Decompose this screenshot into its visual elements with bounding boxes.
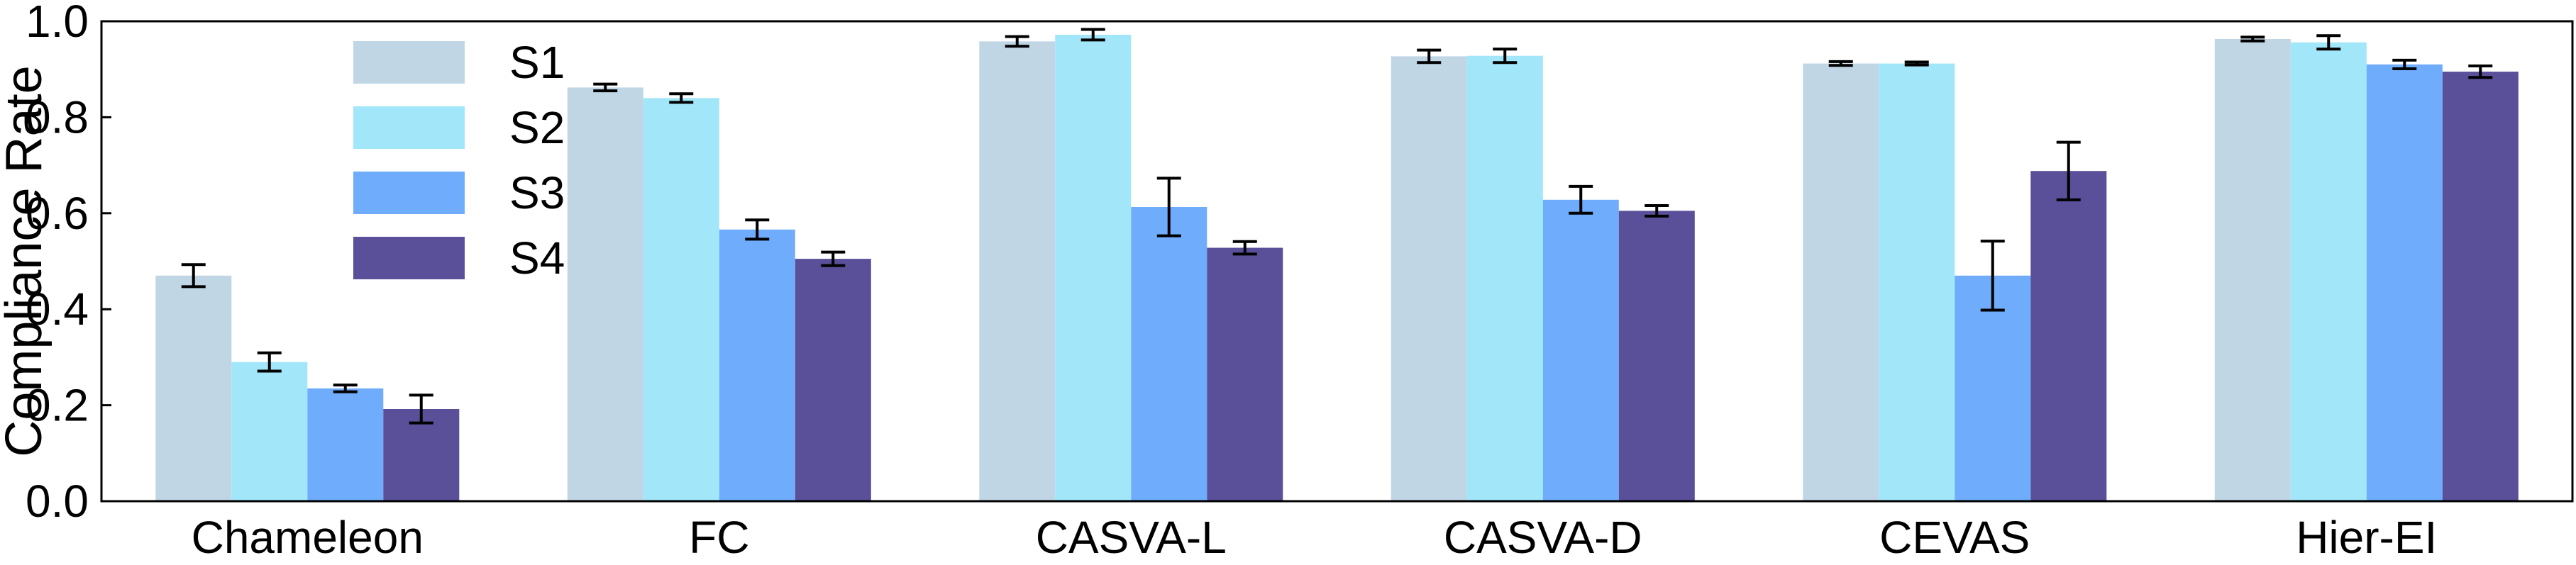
legend-swatch xyxy=(353,106,465,149)
error-bar-s2-casva-d xyxy=(1493,47,1518,65)
error-bar-s4-casva-l xyxy=(1232,240,1257,256)
bar-s4-cevas xyxy=(2030,171,2107,501)
bar-s3-fc xyxy=(719,229,795,501)
bar-s3-casva-l xyxy=(1131,207,1207,501)
x-tick-label-chameleon: Chameleon xyxy=(192,512,424,563)
bar-s2-hier-ei xyxy=(2290,42,2367,502)
bar-s1-casva-l xyxy=(979,41,1056,501)
legend-item-s3: S3 xyxy=(353,167,565,218)
error-bar-s4-chameleon xyxy=(409,393,433,425)
bar-s3-cevas xyxy=(1955,275,2031,501)
error-bar-s1-cevas xyxy=(1828,60,1853,67)
y-tick-label: 0.6 xyxy=(26,188,89,239)
error-bar-s3-casva-d xyxy=(1569,184,1593,215)
bar-s3-hier-ei xyxy=(2366,64,2443,501)
x-tick-label-fc: FC xyxy=(689,512,749,563)
bar-s3-chameleon xyxy=(307,388,384,501)
error-bar-s3-chameleon xyxy=(333,384,358,393)
legend-item-s1: S1 xyxy=(353,37,565,88)
x-tick-label-hier-ei: Hier-EI xyxy=(2296,512,2437,563)
bar-s1-hier-ei xyxy=(2214,39,2291,501)
x-tick-label-cevas: CEVAS xyxy=(1879,512,2030,563)
y-axis-title: Compliance Rate xyxy=(0,65,52,457)
error-bar-s1-hier-ei xyxy=(2240,35,2265,43)
x-axis: Chameleon FC CASVA-L CASVA-D CEVAS Hier-EI xyxy=(192,512,2438,563)
y-axis: 0.0 0.2 0.4 0.6 0.8 1.0 xyxy=(26,0,111,527)
legend-label: S1 xyxy=(509,37,565,88)
bars-layer xyxy=(155,35,2519,502)
y-tick-label: 0.4 xyxy=(26,284,89,335)
legend-item-s2: S2 xyxy=(353,102,565,153)
bar-s4-fc xyxy=(795,259,871,501)
legend-swatch xyxy=(353,237,465,279)
bar-s4-hier-ei xyxy=(2442,72,2519,502)
bar-s4-casva-l xyxy=(1207,247,1283,501)
bar-s2-casva-l xyxy=(1055,35,1132,501)
error-bar-s4-fc xyxy=(821,250,846,267)
y-tick-label: 0.0 xyxy=(26,476,89,527)
error-bar-s3-casva-l xyxy=(1156,177,1181,237)
plot-frame xyxy=(100,20,2574,503)
y-tick-label: 0.2 xyxy=(26,380,89,431)
bar-s2-casva-d xyxy=(1466,55,1543,501)
legend-label: S2 xyxy=(509,102,565,153)
error-bar-s4-casva-d xyxy=(1644,203,1669,218)
bar-s1-casva-d xyxy=(1391,56,1467,501)
x-tick-label-casva-d: CASVA-D xyxy=(1444,512,1642,563)
bar-s4-chameleon xyxy=(383,409,460,501)
error-bar-s2-chameleon xyxy=(257,351,282,373)
errorbars-layer xyxy=(181,28,2493,425)
bar-s1-chameleon xyxy=(155,275,232,501)
bar-s2-fc xyxy=(643,98,719,502)
error-bar-s1-casva-l xyxy=(1005,35,1029,48)
error-bar-s1-casva-d xyxy=(1417,48,1442,65)
error-bar-s2-casva-l xyxy=(1080,28,1105,42)
error-bar-s2-cevas xyxy=(1904,60,1929,67)
bar-s4-casva-d xyxy=(1618,211,1695,501)
error-bar-s2-hier-ei xyxy=(2316,34,2341,51)
x-tick-label-casva-l: CASVA-L xyxy=(1036,512,1227,563)
bar-s2-chameleon xyxy=(231,362,308,501)
error-bar-s4-hier-ei xyxy=(2468,64,2493,79)
y-tick-label: 0.8 xyxy=(26,91,89,142)
legend-item-s4: S4 xyxy=(353,233,565,284)
bar-s1-cevas xyxy=(1803,63,1879,502)
bar-s2-cevas xyxy=(1879,63,1955,502)
error-bar-s2-fc xyxy=(669,92,694,104)
legend-swatch xyxy=(353,41,465,84)
legend-label: S4 xyxy=(509,233,565,284)
bar-s3-casva-d xyxy=(1542,199,1619,501)
error-bar-s3-cevas xyxy=(1980,240,2005,312)
error-bar-s1-chameleon xyxy=(181,263,206,289)
legend: S1 S2 S3 S4 xyxy=(353,37,565,284)
error-bar-s3-fc xyxy=(745,218,770,241)
error-bar-s3-hier-ei xyxy=(2392,58,2417,71)
bar-s1-fc xyxy=(567,87,643,501)
legend-swatch xyxy=(353,172,465,214)
error-bar-s4-cevas xyxy=(2056,140,2081,201)
y-tick-label: 1.0 xyxy=(26,0,89,47)
error-bar-s1-fc xyxy=(593,82,618,93)
legend-label: S3 xyxy=(509,167,565,218)
